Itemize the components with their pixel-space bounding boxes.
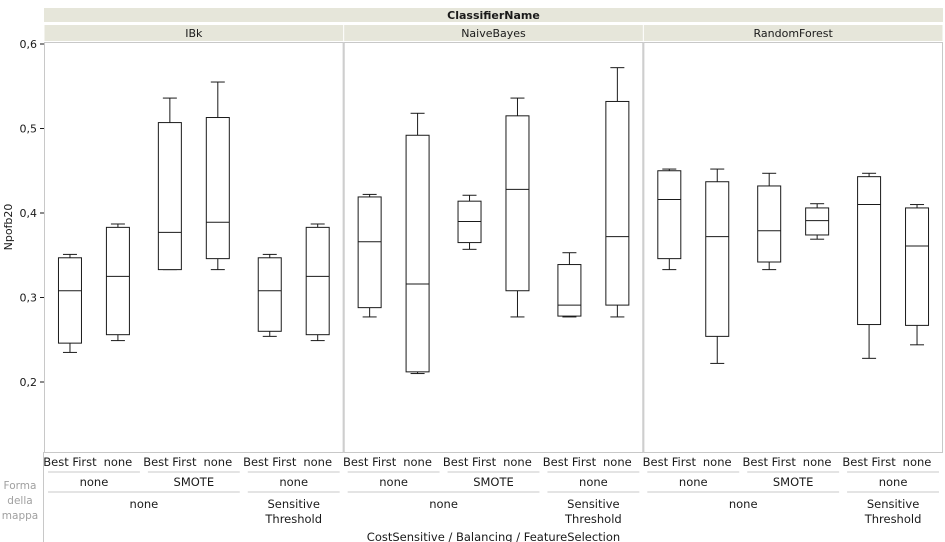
box-naivebayes-2-none: [605, 67, 630, 318]
facet-header-bg: [44, 8, 943, 22]
box-randomforest-2-none: [905, 204, 930, 346]
box-randomforest-0-none: [705, 168, 730, 364]
x-label-cost: none: [729, 497, 758, 511]
x-label-fs: none: [203, 455, 232, 469]
x-label-cost: Sensitive: [867, 497, 919, 511]
box-iqr: [205, 117, 230, 260]
box-ibk-1-none: [205, 81, 230, 271]
box-iqr: [357, 196, 382, 309]
box-iqr: [905, 207, 930, 326]
panel-frame: [643, 42, 943, 453]
box-iqr: [105, 226, 130, 336]
panel-header-ibk: IBk: [185, 27, 203, 40]
box-randomforest-1-bestfirst: [757, 172, 782, 271]
y-tick-label: 0,2: [20, 376, 38, 389]
x-axis-title: CostSensitive / Balancing / FeatureSelec…: [367, 530, 620, 542]
x-label-cost: Sensitive: [567, 497, 619, 511]
box-ibk-2-bestfirst: [257, 253, 282, 337]
box-iqr: [605, 100, 630, 306]
y-tick-label: 0,6: [20, 38, 38, 51]
x-label-fs: Best First: [643, 455, 697, 469]
x-label-cost: none: [429, 497, 458, 511]
box-iqr: [757, 185, 782, 263]
x-label-balancing: none: [679, 475, 708, 489]
x-label-cost: Threshold: [264, 512, 322, 526]
x-label-balancing: none: [879, 475, 908, 489]
x-label-fs: Best First: [343, 455, 397, 469]
x-label-fs: none: [503, 455, 532, 469]
x-label-cost: Sensitive: [268, 497, 320, 511]
box-naivebayes-2-bestfirst: [557, 252, 582, 318]
shape-label-line: mappa: [2, 510, 38, 522]
box-naivebayes-1-none: [505, 97, 530, 318]
box-iqr: [405, 134, 430, 373]
box-ibk-0-none: [105, 223, 130, 342]
box-iqr: [805, 207, 830, 236]
x-label-cost: Threshold: [564, 512, 622, 526]
x-label-balancing: none: [80, 475, 109, 489]
x-label-fs: Best First: [743, 455, 797, 469]
panel-header-bg: [344, 25, 643, 41]
x-label-balancing: none: [379, 475, 408, 489]
x-label-fs: none: [104, 455, 133, 469]
panel-header-bg: [44, 25, 344, 41]
box-randomforest-2-bestfirst: [857, 172, 882, 359]
x-label-fs: none: [703, 455, 732, 469]
box-ibk-2-none: [305, 223, 330, 342]
x-label-fs: Best First: [842, 455, 896, 469]
box-ibk-1-bestfirst: [157, 97, 182, 271]
y-tick-label: 0,5: [20, 123, 38, 136]
x-label-fs: none: [403, 455, 432, 469]
x-label-balancing: SMOTE: [174, 475, 215, 489]
box-iqr: [557, 264, 582, 317]
box-iqr: [657, 170, 682, 260]
shape-label-line: della: [7, 495, 32, 507]
shape-label-line: Forma: [4, 480, 37, 492]
panel-header-bg: [643, 25, 943, 41]
x-label-fs: Best First: [43, 455, 97, 469]
box-iqr: [705, 181, 730, 337]
panel-header-randomforest: RandomForest: [754, 27, 834, 40]
box-randomforest-1-none: [805, 203, 830, 240]
x-label-fs: Best First: [443, 455, 497, 469]
x-label-fs: Best First: [543, 455, 597, 469]
box-iqr: [257, 257, 282, 332]
box-iqr: [157, 122, 182, 271]
facet-header-title: ClassifierName: [447, 9, 540, 22]
x-label-fs: none: [903, 455, 932, 469]
x-label-fs: Best First: [143, 455, 197, 469]
x-label-fs: none: [803, 455, 832, 469]
x-label-balancing: none: [279, 475, 308, 489]
box-naivebayes-1-bestfirst: [457, 194, 482, 250]
x-label-fs: none: [603, 455, 632, 469]
x-label-balancing: SMOTE: [773, 475, 814, 489]
box-iqr: [505, 115, 530, 292]
x-label-balancing: SMOTE: [473, 475, 514, 489]
y-tick-label: 0,4: [20, 207, 38, 220]
box-naivebayes-0-none: [405, 112, 430, 375]
box-naivebayes-0-bestfirst: [357, 193, 382, 318]
panel-frame: [343, 42, 644, 453]
y-axis-label: Npofb20: [2, 204, 15, 251]
box-randomforest-0-bestfirst: [657, 168, 682, 271]
y-tick-label: 0,3: [20, 292, 38, 305]
x-label-fs: none: [303, 455, 332, 469]
x-label-cost: none: [130, 497, 159, 511]
box-ibk-0-bestfirst: [57, 253, 82, 353]
box-iqr: [305, 226, 330, 336]
x-label-fs: Best First: [243, 455, 297, 469]
x-label-balancing: none: [579, 475, 608, 489]
panel-header-naivebayes: NaiveBayes: [461, 27, 526, 40]
box-iqr: [57, 257, 82, 344]
box-iqr: [857, 176, 882, 326]
x-label-cost: Threshold: [864, 512, 922, 526]
panel-frame: [44, 42, 344, 453]
